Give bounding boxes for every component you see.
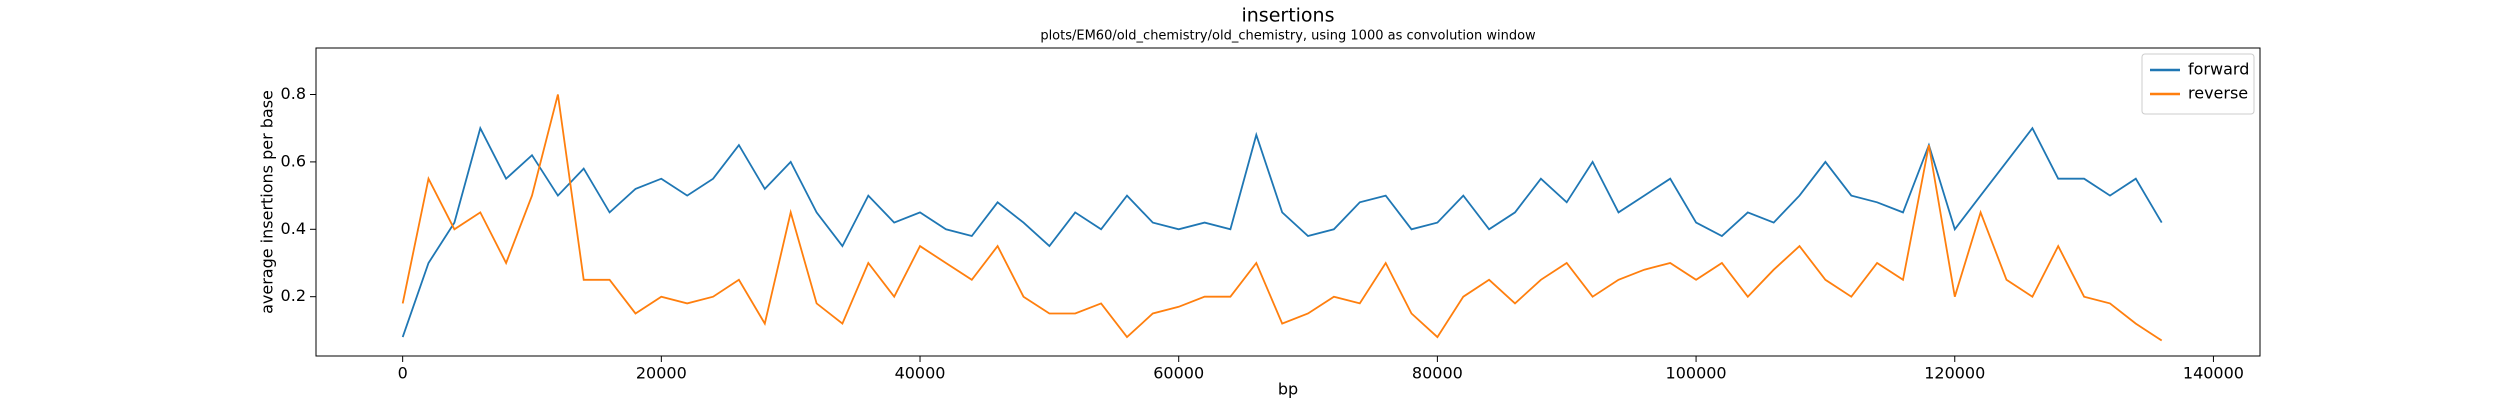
y-axis-label: average insertions per base <box>258 90 277 314</box>
chart-subtitle: plots/EM60/old_chemistry/old_chemistry, … <box>1040 29 1536 44</box>
y-tick-label: 0.2 <box>281 286 306 305</box>
x-tick-label: 0 <box>398 364 408 383</box>
x-tick-label: 80000 <box>1412 364 1463 383</box>
x-tick-label: 100000 <box>1666 364 1727 383</box>
x-axis-label: bp <box>1278 380 1298 399</box>
axes-frame <box>315 47 2261 357</box>
y-tick-label: 0.6 <box>281 151 306 170</box>
chart-title: insertions <box>1241 5 1334 27</box>
x-tick-label: 120000 <box>1924 364 1985 383</box>
x-tick-label: 40000 <box>895 364 946 383</box>
x-tick-label: 20000 <box>636 364 687 383</box>
y-tick-label: 0.4 <box>281 219 306 238</box>
x-tick-label: 140000 <box>2183 364 2244 383</box>
y-tick-label: 0.8 <box>281 84 306 103</box>
legend-label: reverse <box>2188 84 2248 103</box>
x-tick-label: 60000 <box>1153 364 1204 383</box>
data-line <box>401 94 2163 342</box>
legend-label: forward <box>2188 60 2249 79</box>
data-line <box>401 125 2163 338</box>
